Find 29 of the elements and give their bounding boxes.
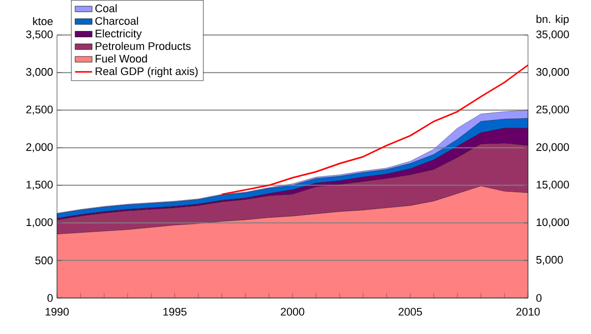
y-tick-label: 2,000 — [26, 143, 53, 152]
legend-label: Real GDP (right axis) — [96, 67, 198, 78]
y-tick-label: 2,500 — [26, 106, 53, 115]
y2-tick-label: 0 — [536, 294, 542, 302]
x-tick-label: 2010 — [516, 308, 540, 316]
x-tick-label: 1995 — [163, 308, 186, 316]
x-tick-label: 1990 — [46, 308, 69, 316]
y-tick-label: 0 — [47, 294, 53, 302]
y-tick-label: 1,000 — [26, 218, 53, 228]
y2-tick-label: 30,000 — [536, 68, 569, 78]
y2-tick-label: 25,000 — [536, 106, 569, 115]
y2-tick-label: 5,000 — [536, 256, 563, 265]
x-tick-label: 2005 — [398, 308, 422, 316]
legend-label: Charcoal — [95, 16, 138, 25]
y-axis-title: ktoe — [33, 17, 53, 26]
legend-label: Petroleum Products — [96, 42, 191, 50]
x-tick-label: 2000 — [280, 308, 304, 316]
legend-label: Fuel Wood — [96, 54, 147, 63]
y-tick-label: 500 — [35, 256, 53, 264]
y-tick-label: 3,000 — [26, 68, 53, 78]
y2-tick-label: 10,000 — [536, 218, 569, 228]
legend-label: Electricity — [96, 29, 142, 40]
y-tick-label: 3,500 — [26, 30, 53, 40]
y-tick-label: 1,500 — [26, 180, 53, 190]
legend-label: Coal — [95, 4, 117, 12]
y2-tick-label: 20,000 — [536, 143, 569, 152]
y2-tick-label: 15,000 — [536, 180, 569, 190]
y2-tick-label: 35,000 — [536, 30, 569, 40]
y2-axis-title: bn. kip — [536, 14, 569, 26]
